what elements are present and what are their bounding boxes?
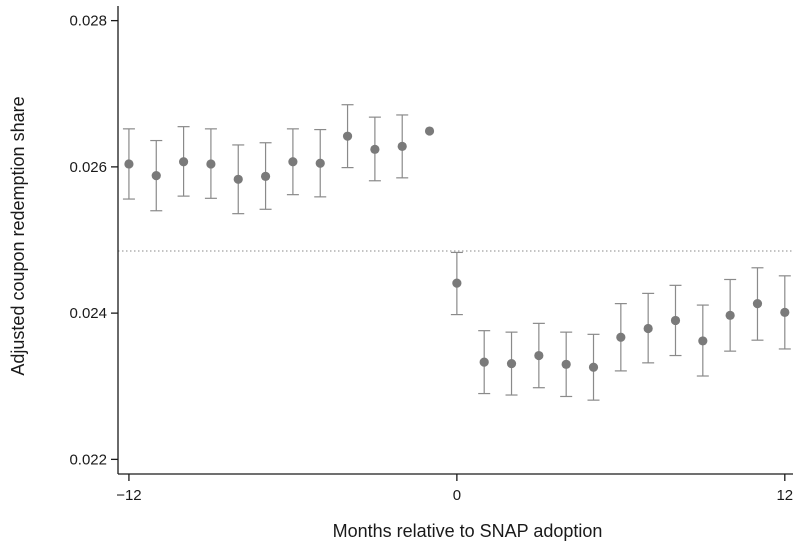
data-point — [151, 171, 161, 181]
y-axis-title: Adjusted coupon redemption share — [8, 96, 28, 375]
data-point — [643, 323, 653, 334]
x-axis-title: Months relative to SNAP adoption — [333, 521, 603, 541]
data-point — [206, 159, 216, 169]
data-point — [752, 299, 763, 309]
data-point — [534, 350, 544, 361]
data-point — [506, 358, 517, 369]
data-point — [315, 158, 325, 168]
plot-area — [118, 104, 793, 401]
x-tick-label: 12 — [776, 487, 793, 504]
data-point — [260, 171, 271, 181]
data-point — [288, 157, 298, 167]
data-point — [452, 278, 462, 288]
data-point — [725, 310, 735, 320]
y-tick-label: 0.022 — [69, 451, 107, 468]
data-point — [424, 126, 435, 136]
data-point — [178, 157, 189, 167]
x-tick-label: 0 — [453, 487, 461, 504]
data-point — [588, 362, 599, 372]
data-point — [561, 359, 571, 369]
data-point — [233, 174, 243, 184]
y-tick-label: 0.024 — [69, 305, 107, 322]
data-point — [670, 315, 681, 326]
x-axis-ticks: −12 0 12 — [116, 474, 793, 504]
data-point — [616, 332, 626, 342]
data-point — [780, 307, 790, 317]
y-tick-label: 0.026 — [69, 159, 107, 176]
y-tick-label: 0.028 — [69, 13, 107, 30]
data-point — [342, 131, 353, 141]
data-point — [124, 159, 134, 169]
data-point — [479, 357, 489, 367]
data-point — [370, 144, 380, 154]
y-axis-ticks: 0.022 0.024 0.026 0.028 — [69, 13, 118, 468]
data-point — [698, 336, 708, 346]
x-tick-label: −12 — [116, 487, 141, 504]
data-point — [397, 141, 407, 151]
